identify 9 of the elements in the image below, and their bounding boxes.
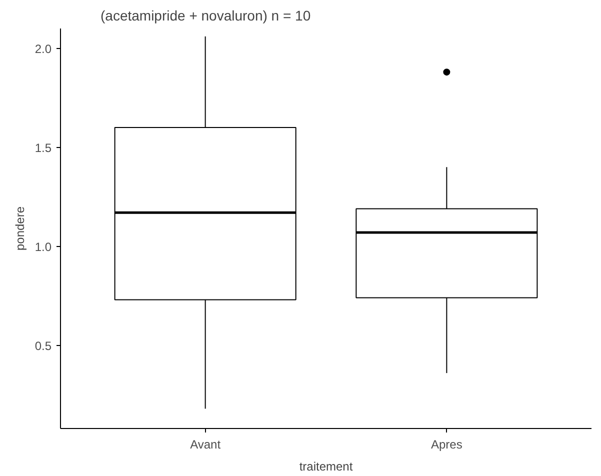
y-axis-title: pondere xyxy=(12,206,27,251)
x-tick-label: Avant xyxy=(190,438,222,452)
chart-title: (acetamipride + novaluron) n = 10 xyxy=(100,8,311,24)
y-tick-label: 1.0 xyxy=(34,240,52,254)
x-tick-label: Apres xyxy=(431,438,462,452)
y-tick-label: 0.5 xyxy=(34,338,52,353)
y-tick-label: 1.5 xyxy=(34,140,52,155)
y-tick-label: 2.0 xyxy=(34,42,52,56)
x-axis-title: traitement xyxy=(299,460,354,474)
